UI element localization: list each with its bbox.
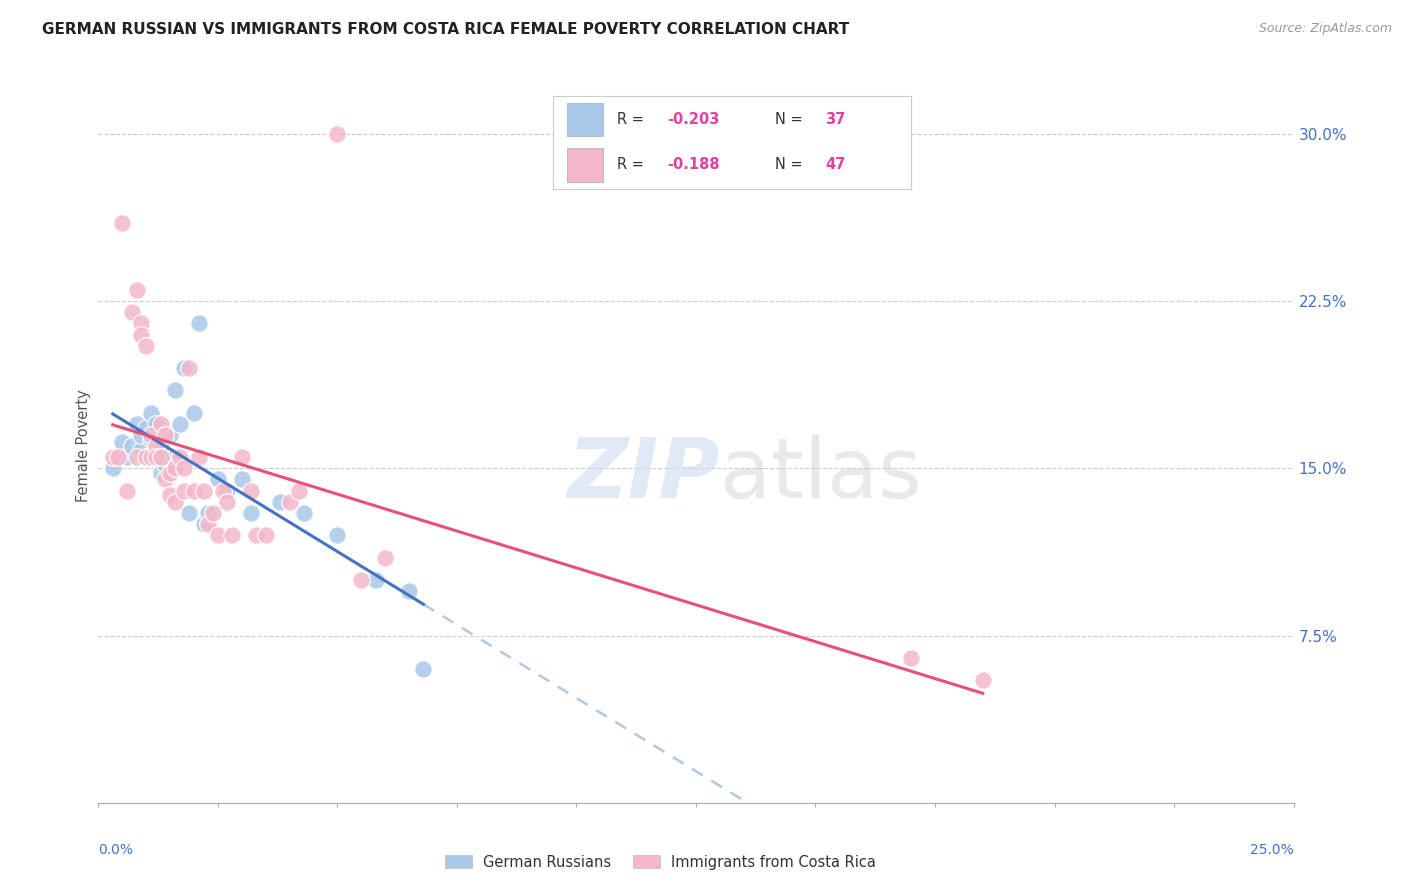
Point [115,450,138,465]
Point [149,439,172,453]
Point [131,427,153,442]
Point [149,417,172,431]
Point [145,450,167,465]
Point [139,433,162,447]
Point [101,461,124,475]
Point [159,427,181,442]
Point [187,317,209,331]
Point [131,317,153,331]
Point [207,528,229,542]
Point [155,457,177,471]
Point [292,506,315,520]
Point [159,466,181,480]
Point [412,662,434,676]
Point [145,417,167,431]
Point [326,127,349,141]
Point [288,483,311,498]
Point [145,439,167,453]
Point [278,494,301,508]
Point [149,450,172,465]
Point [107,450,129,465]
Point [163,461,186,475]
Point [398,583,420,598]
Point [240,483,263,498]
Point [135,338,157,352]
Point [139,405,162,420]
Point [197,506,219,520]
Point [269,494,291,508]
Text: atlas: atlas [720,434,921,515]
Point [183,405,205,420]
Point [211,483,233,498]
Y-axis label: Female Poverty: Female Poverty [76,390,91,502]
Point [159,488,181,502]
Point [374,550,396,565]
Point [173,360,195,375]
Point [121,439,143,453]
Point [125,283,148,297]
Point [101,450,124,465]
Point [972,673,994,687]
Text: GERMAN RUSSIAN VS IMMIGRANTS FROM COSTA RICA FEMALE POVERTY CORRELATION CHART: GERMAN RUSSIAN VS IMMIGRANTS FROM COSTA … [42,22,849,37]
Point [193,483,215,498]
Point [139,427,162,442]
Point [350,573,373,587]
Point [135,450,157,465]
Point [183,483,205,498]
Legend: German Russians, Immigrants from Costa Rica: German Russians, Immigrants from Costa R… [440,849,882,876]
Point [155,427,177,442]
Point [131,327,153,342]
Point [163,384,186,398]
Point [207,473,229,487]
Text: 25.0%: 25.0% [1250,843,1294,857]
Point [111,216,134,230]
Point [169,417,191,431]
Text: 0.0%: 0.0% [98,843,134,857]
Point [202,506,225,520]
Point [197,517,219,532]
Point [217,483,239,498]
Point [155,473,177,487]
Point [326,528,349,542]
Point [364,573,387,587]
Point [111,434,134,449]
Point [135,421,157,435]
Point [187,450,209,465]
Point [125,417,148,431]
Point [240,506,263,520]
Point [135,450,157,465]
Point [173,461,195,475]
Point [149,466,172,480]
Point [193,517,215,532]
Point [131,443,153,458]
Point [217,494,239,508]
Point [231,473,253,487]
Point [159,466,181,480]
Point [231,450,253,465]
Text: Source: ZipAtlas.com: Source: ZipAtlas.com [1258,22,1392,36]
Point [173,483,195,498]
Point [169,450,191,465]
Point [179,360,201,375]
Point [139,450,162,465]
Point [125,450,148,465]
Point [179,506,201,520]
Point [245,528,267,542]
Point [163,450,186,465]
Point [145,450,167,465]
Text: ZIP: ZIP [567,434,720,515]
Point [121,305,143,319]
Point [115,483,138,498]
Point [221,528,243,542]
Point [254,528,277,542]
Point [900,651,922,665]
Point [163,494,186,508]
